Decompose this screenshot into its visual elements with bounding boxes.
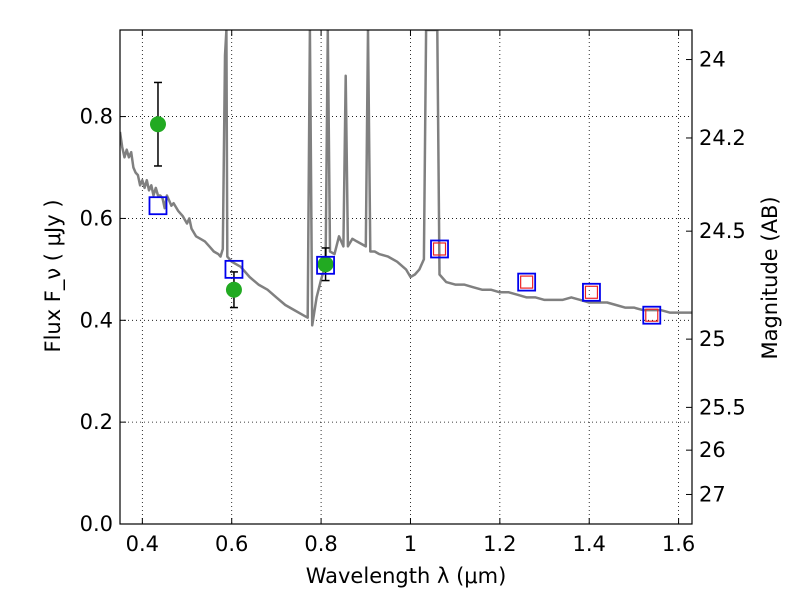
y-tick-label: 0.4 [80,308,113,332]
model-square-red [432,242,447,256]
plot-frame [119,29,693,525]
y-tick-label: 0.8 [80,105,113,129]
y-axis-label: Flux F_ν ( μJy ) [41,199,66,352]
model-square-blue [517,272,537,292]
model-square-blue [430,239,449,259]
right-tick-label: 26 [699,438,726,462]
right-tick-label: 24.2 [699,126,746,150]
y-tick-label: 0.2 [80,410,113,434]
right-tick-label: 25 [699,327,726,351]
x-tick-label: 0.8 [304,532,337,556]
x-tick-label: 0.4 [126,532,159,556]
observed-point [149,116,166,133]
model-square-blue [148,196,168,216]
right-tick-label: 24.5 [699,219,746,243]
model-square-blue [582,282,601,302]
ticks: 0.4 0.6 0.8 1 1.2 1.4 1.6 0.0 0.2 0.4 0.6 0.8 24 24.2… [80,30,746,556]
right-axis-label: Magnitude (AB) [758,196,782,359]
right-tick-label: 24 [699,48,726,72]
x-tick-label: 0.6 [215,532,248,556]
model-square-blue [316,255,335,275]
model-square-red [645,308,659,322]
right-tick-label: 27 [699,482,726,506]
plot-area [120,30,692,327]
x-tick-label: 1.6 [662,532,695,556]
model-square-red [584,285,599,299]
x-tick-label: 1.2 [483,532,516,556]
model-square-blue [642,305,662,325]
x-tick-label: 1.4 [573,532,606,556]
model-square-red [520,275,534,289]
model-square-blue [224,259,244,279]
y-tick-label: 0.6 [80,206,113,230]
x-axis-label: Wavelength λ (μm) [306,564,507,588]
observed-point [317,256,334,273]
observed-point [225,281,242,298]
x-tick-label: 1 [404,532,417,556]
y-tick-label: 0.0 [80,512,113,536]
right-tick-label: 25.5 [699,395,746,419]
